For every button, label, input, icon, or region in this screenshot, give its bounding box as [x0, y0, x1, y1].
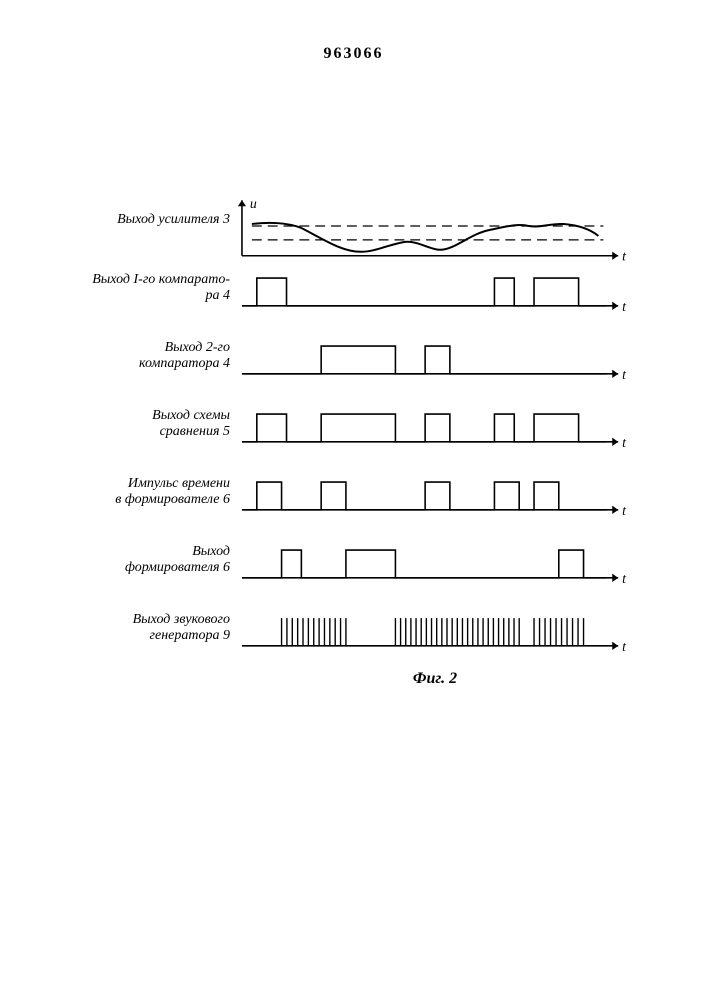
signal-row: Выход звуковогогенератора 9 t: [60, 598, 640, 658]
svg-text:t: t: [622, 299, 627, 314]
signal-plot: tи: [238, 190, 638, 250]
timing-diagram: Выход усилителя 3tиВыход I-го компарато-…: [60, 190, 640, 688]
svg-text:t: t: [622, 571, 627, 586]
signal-label: Выход звуковогогенератора 9: [60, 612, 238, 644]
signal-plot: t: [238, 326, 638, 386]
signal-label: Импульс временив формирователе 6: [60, 476, 238, 508]
signal-plot: t: [238, 394, 638, 454]
signal-row: Выход схемысравнения 5 t: [60, 394, 640, 454]
figure-caption: Фиг. 2: [230, 670, 640, 688]
signal-label: Выход усилителя 3: [60, 212, 238, 228]
signal-label: Выход схемысравнения 5: [60, 408, 238, 440]
signal-plot: t: [238, 598, 638, 658]
svg-text:t: t: [622, 435, 627, 450]
page-number: 963066: [324, 45, 384, 63]
signal-row: Выход I-го компарато-ра 4 t: [60, 258, 640, 318]
svg-text:t: t: [622, 503, 627, 518]
signal-row: Импульс временив формирователе 6 t: [60, 462, 640, 522]
signal-row: Выход усилителя 3tи: [60, 190, 640, 250]
signal-plot: t: [238, 258, 638, 318]
svg-text:t: t: [622, 639, 627, 654]
signal-row: Выходформирователя 6 t: [60, 530, 640, 590]
signal-label: Выход 2-гокомпаратора 4: [60, 340, 238, 372]
signal-plot: t: [238, 530, 638, 590]
signal-row: Выход 2-гокомпаратора 4 t: [60, 326, 640, 386]
signal-label: Выход I-го компарато-ра 4: [60, 272, 238, 304]
svg-text:t: t: [622, 367, 627, 382]
svg-text:и: и: [250, 196, 257, 211]
signal-label: Выходформирователя 6: [60, 544, 238, 576]
signal-plot: t: [238, 462, 638, 522]
